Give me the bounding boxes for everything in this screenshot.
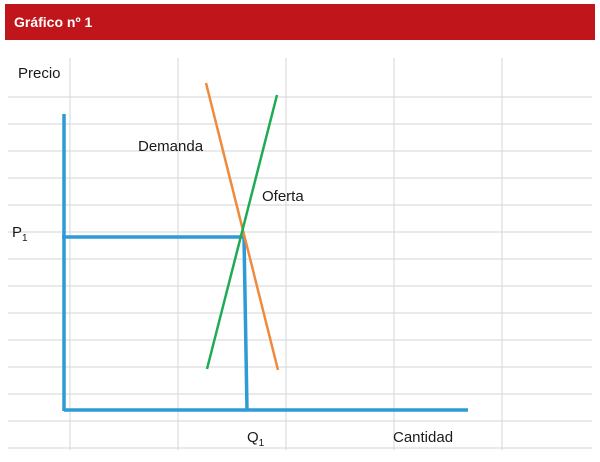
header-bar: [5, 4, 595, 40]
grid: [8, 58, 592, 450]
demand-curve: [204, 82, 280, 371]
q1-main: Q: [247, 429, 259, 446]
supply-label: Oferta: [262, 188, 304, 205]
axes: [62, 114, 468, 412]
supply-curve: [205, 94, 279, 370]
p1-main: P: [12, 224, 22, 241]
price-label: Precio: [18, 65, 61, 82]
demand-label: Demanda: [138, 138, 204, 155]
p1-sub: 1: [22, 233, 28, 244]
q1-sub: 1: [259, 438, 265, 449]
quantity-label: Cantidad: [393, 429, 453, 446]
q1-label: Q1: [247, 429, 265, 449]
q1-line: [242, 236, 249, 411]
header-title: Gráfico nº 1: [14, 14, 92, 30]
p1-label: P1: [12, 224, 28, 244]
